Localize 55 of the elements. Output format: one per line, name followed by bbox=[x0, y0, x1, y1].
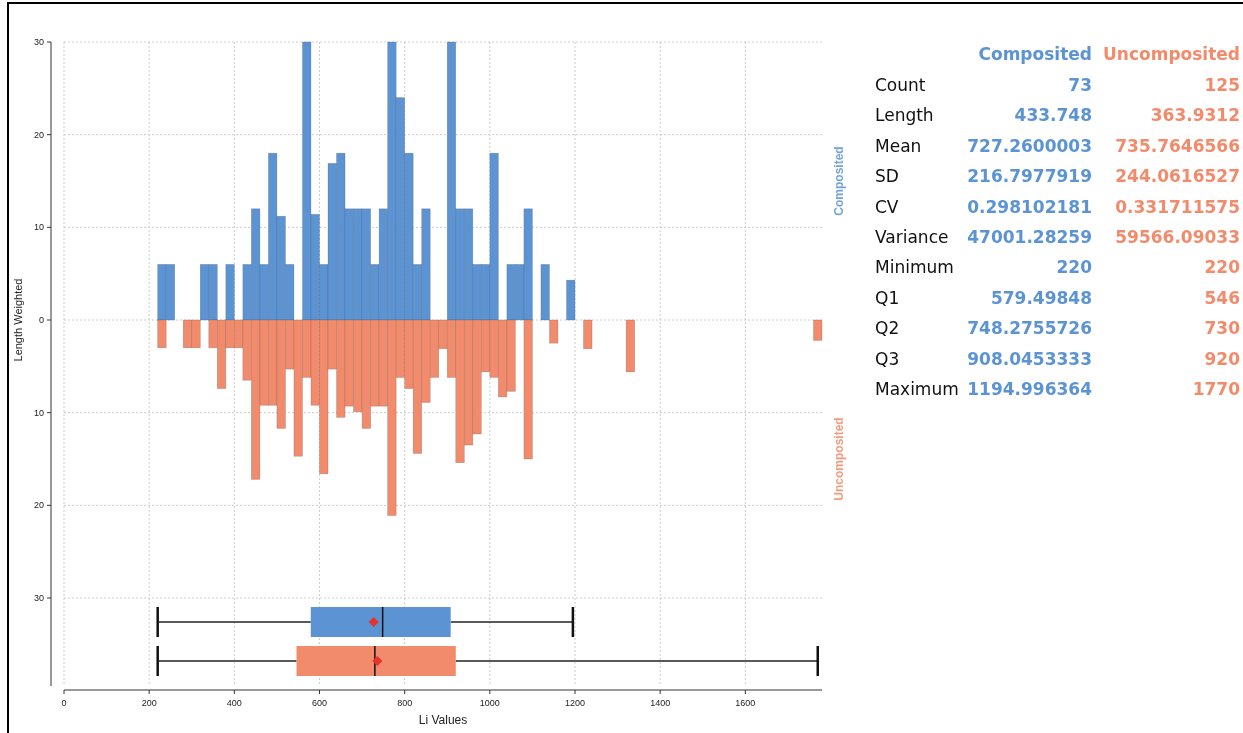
data-label: 216.7977919 bbox=[967, 166, 1092, 187]
y-tick-label: 10 bbox=[33, 407, 44, 418]
y-tick-label: 20 bbox=[33, 129, 44, 140]
x-tick-label: 200 bbox=[141, 698, 157, 708]
x-tick-label: 800 bbox=[397, 698, 413, 708]
x-tick-label: 0 bbox=[61, 698, 67, 708]
text: Uncomposited bbox=[832, 417, 846, 501]
legend-label: Composited bbox=[978, 44, 1092, 64]
category-label: Length bbox=[875, 105, 934, 126]
data-label: 0.298102181 bbox=[967, 196, 1092, 217]
y-tick-label: 30 bbox=[33, 37, 44, 48]
category-label: Variance bbox=[875, 227, 949, 247]
y-tick-label: 0 bbox=[38, 315, 44, 326]
y-tick-label: 10 bbox=[33, 222, 44, 233]
category-label: Q2 bbox=[875, 318, 900, 339]
data-label: 1194.996364 bbox=[967, 379, 1093, 399]
data-label: 73 bbox=[1068, 75, 1092, 95]
x-tick-label: 600 bbox=[311, 698, 328, 708]
category-label: Count bbox=[875, 75, 926, 95]
y-axis-title: Length Weighted bbox=[12, 278, 24, 362]
y-tick-label: 30 bbox=[33, 593, 44, 604]
category-label: Minimum bbox=[875, 257, 954, 278]
x-tick-label: 1000 bbox=[479, 698, 500, 708]
x-tick-label: 1400 bbox=[650, 698, 671, 708]
x-tick-label: 1200 bbox=[565, 698, 586, 708]
data-label: 579.49848 bbox=[990, 287, 1092, 308]
data-label: 220 bbox=[1204, 257, 1241, 278]
data-label: 433.748 bbox=[1014, 105, 1092, 126]
data-label: 908.0453333 bbox=[967, 348, 1092, 369]
data-label: 1770 bbox=[1192, 379, 1241, 399]
data-label: 220 bbox=[1056, 257, 1093, 278]
x-tick-label: 400 bbox=[226, 698, 242, 708]
data-label: 47001.28259 bbox=[967, 227, 1092, 247]
data-label: 546 bbox=[1204, 287, 1240, 308]
data-label: 363.9312 bbox=[1150, 105, 1240, 126]
category-label: Q1 bbox=[875, 287, 900, 308]
data-label: 244.0616527 bbox=[1115, 166, 1240, 187]
data-label: 735.7646566 bbox=[1115, 135, 1240, 156]
category-label: Mean bbox=[875, 135, 922, 156]
text: Composited bbox=[832, 146, 846, 216]
category-label: Maximum bbox=[875, 379, 959, 399]
data-label: 727.2600003 bbox=[967, 135, 1092, 156]
data-label: 125 bbox=[1204, 75, 1240, 95]
legend-label: Uncomposited bbox=[1103, 44, 1240, 64]
category-label: Q3 bbox=[875, 348, 900, 369]
data-label: 59566.09033 bbox=[1115, 227, 1240, 247]
y-tick-label: 20 bbox=[33, 500, 44, 511]
data-label: 730 bbox=[1204, 318, 1241, 339]
data-label: 920 bbox=[1204, 348, 1241, 369]
category-label: CV bbox=[875, 196, 899, 217]
data-label: 748.2755726 bbox=[967, 318, 1092, 339]
x-axis-title: Li Values bbox=[418, 713, 468, 727]
category-label: SD bbox=[875, 166, 899, 187]
x-tick-label: 1600 bbox=[735, 698, 756, 708]
data-label: 0.331711575 bbox=[1115, 196, 1240, 217]
